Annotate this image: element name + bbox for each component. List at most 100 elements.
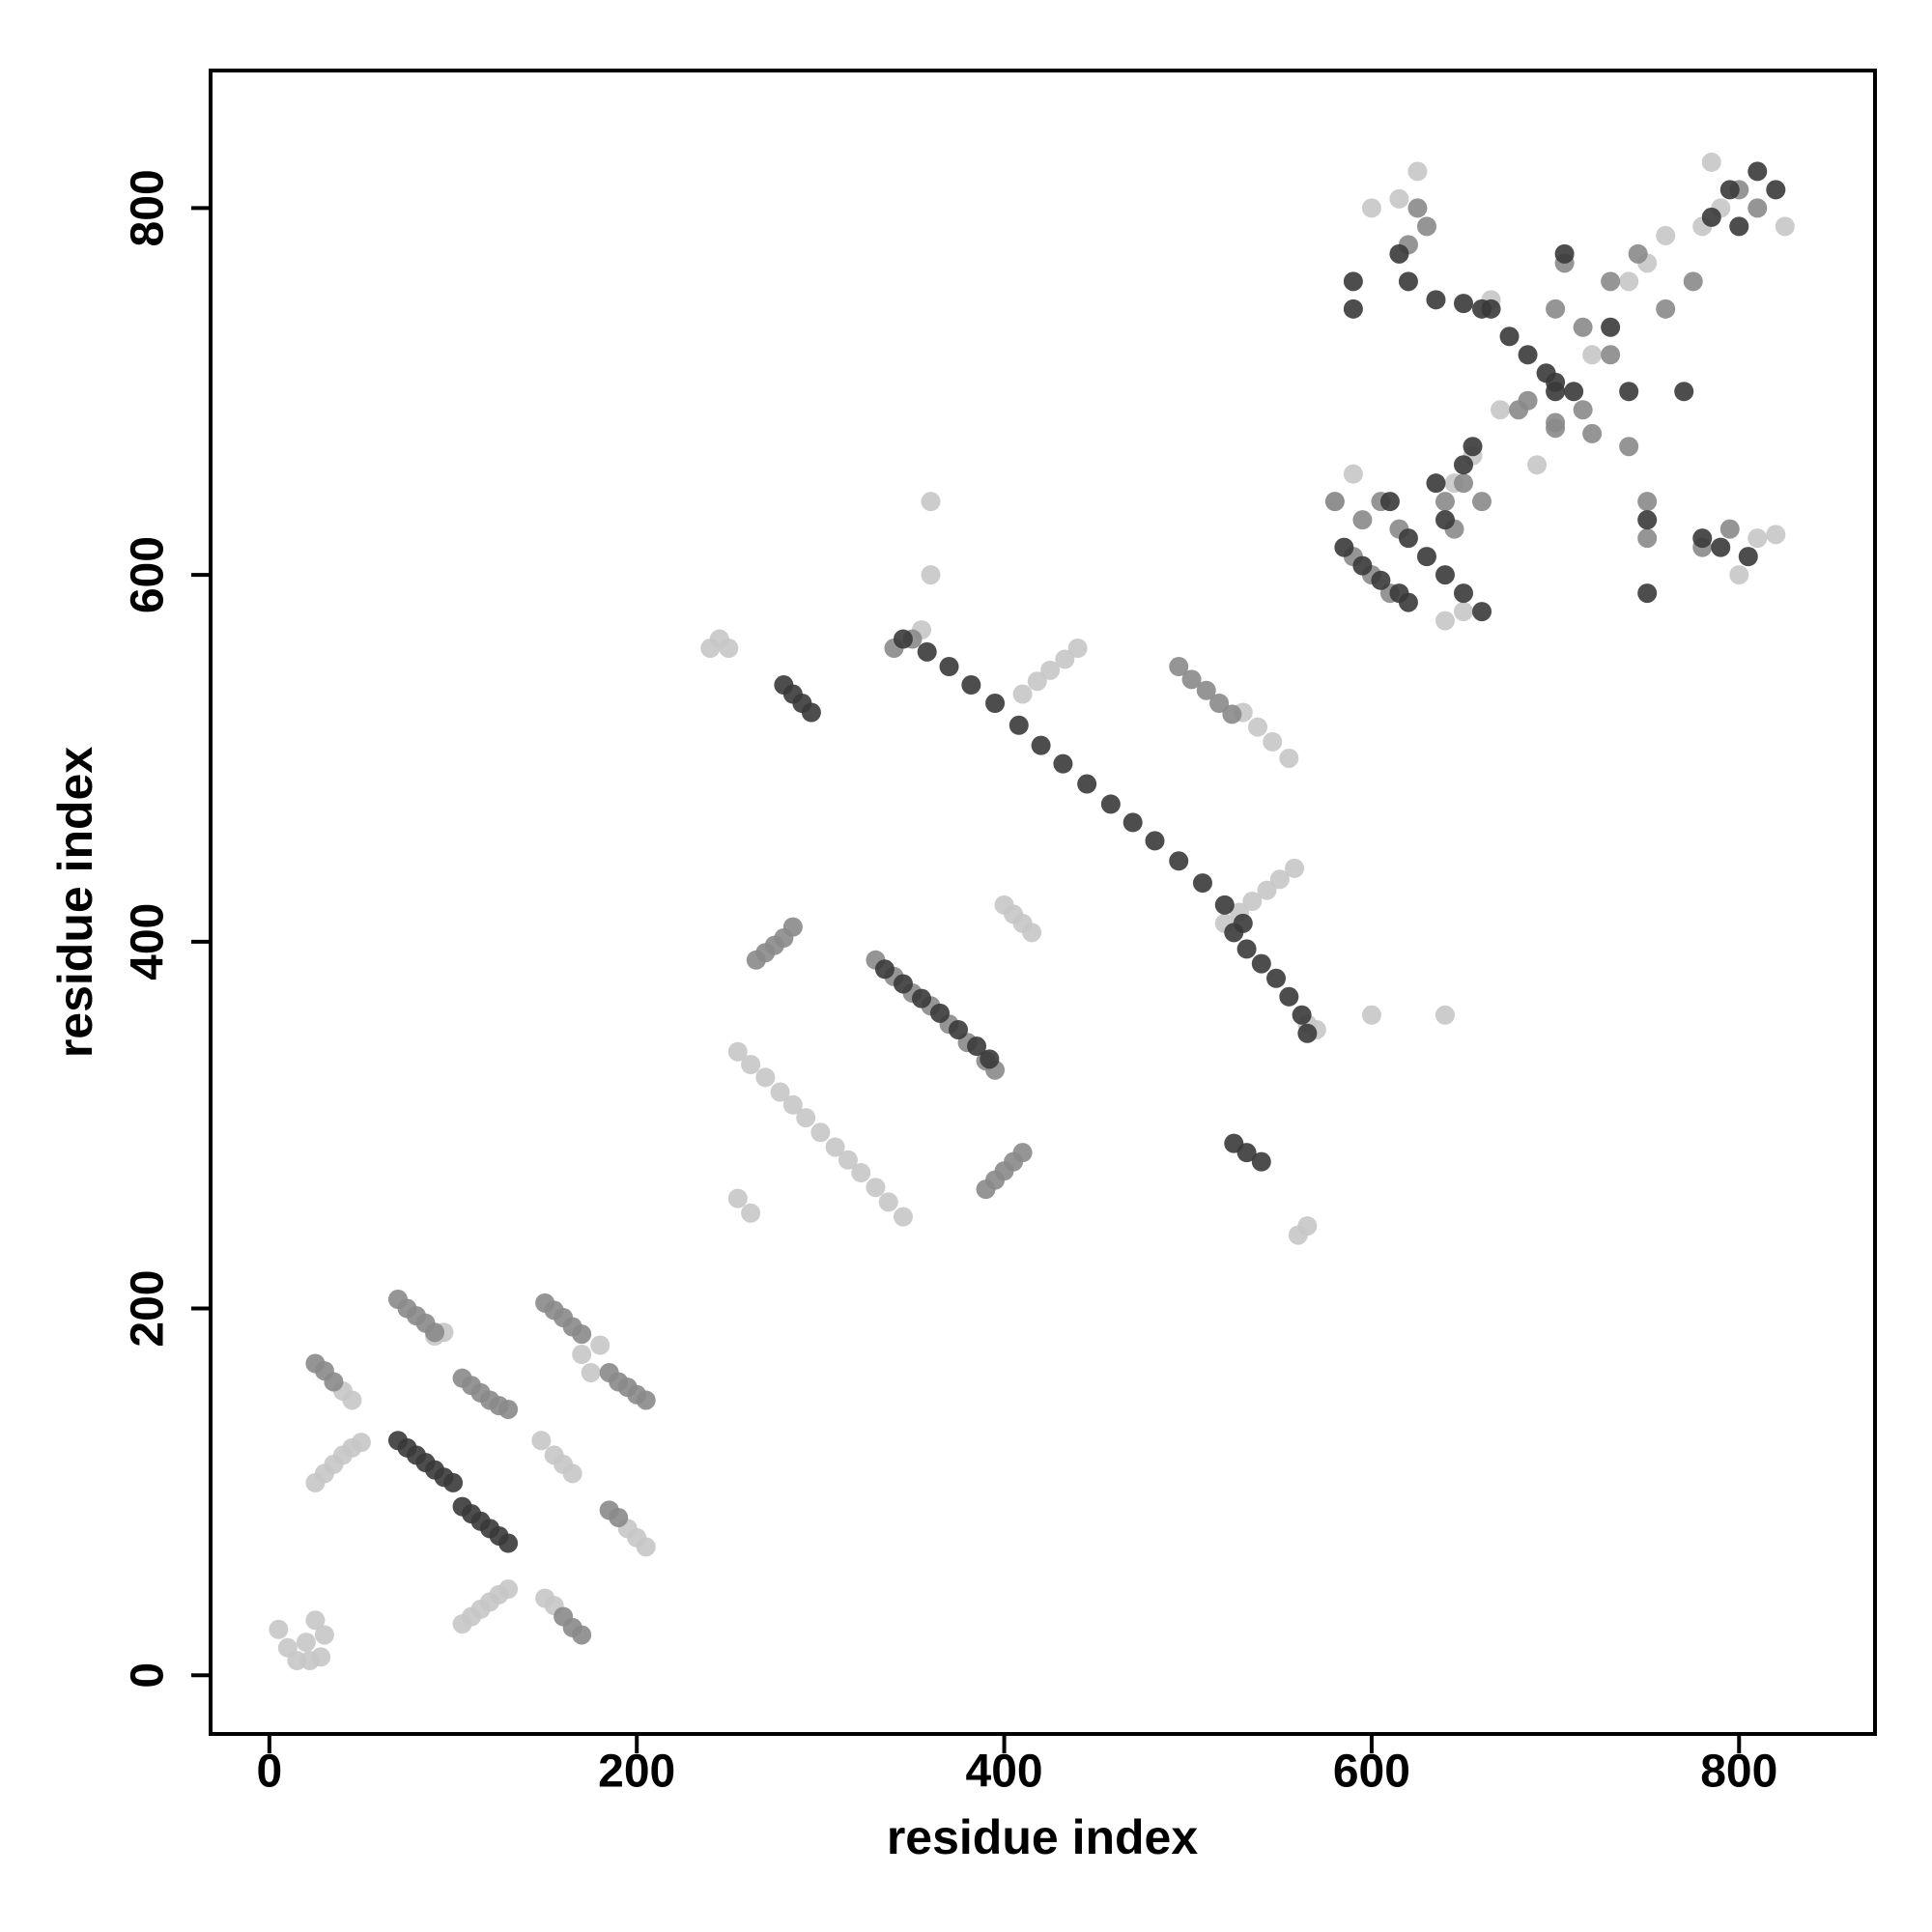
point xyxy=(1343,271,1363,292)
point xyxy=(1481,298,1501,319)
point xyxy=(1416,216,1436,237)
point xyxy=(1169,657,1189,677)
point xyxy=(1674,382,1694,402)
point xyxy=(1214,895,1235,915)
point xyxy=(1472,602,1492,622)
point xyxy=(921,565,941,585)
point xyxy=(1573,317,1593,337)
point xyxy=(1389,243,1409,264)
point xyxy=(719,639,739,659)
point xyxy=(1701,152,1721,172)
point xyxy=(1398,271,1418,292)
point xyxy=(980,1049,1000,1069)
point xyxy=(1407,161,1428,182)
point xyxy=(1055,649,1075,669)
point xyxy=(1324,492,1345,512)
point xyxy=(1729,216,1749,237)
point xyxy=(1297,1216,1318,1236)
point xyxy=(1192,873,1212,894)
point xyxy=(1209,694,1230,714)
point xyxy=(782,1094,803,1115)
point xyxy=(1554,243,1575,264)
point xyxy=(1747,161,1768,182)
point xyxy=(1499,327,1520,347)
plot-frame xyxy=(209,69,1877,1736)
x-tick-label: 800 xyxy=(1700,1747,1777,1798)
point xyxy=(1022,923,1042,943)
point xyxy=(1601,345,1621,365)
point xyxy=(866,1178,886,1198)
point xyxy=(636,1390,656,1410)
point xyxy=(770,1082,790,1102)
point xyxy=(1546,298,1566,319)
point xyxy=(1711,537,1731,557)
point xyxy=(1546,412,1566,433)
x-tick-label: 0 xyxy=(257,1747,283,1798)
point xyxy=(961,675,981,696)
point xyxy=(269,1619,289,1639)
point xyxy=(1454,455,1474,475)
point xyxy=(851,1163,871,1183)
point xyxy=(1637,492,1658,512)
point xyxy=(1463,437,1483,457)
point xyxy=(1343,464,1363,484)
point xyxy=(1285,858,1305,878)
point xyxy=(443,1472,464,1492)
point xyxy=(911,988,931,1009)
y-tick-label: 400 xyxy=(123,903,174,980)
point xyxy=(1601,317,1621,337)
point xyxy=(1361,198,1381,218)
point xyxy=(1279,986,1299,1007)
point xyxy=(1122,812,1143,833)
point xyxy=(590,1335,611,1355)
y-tick-label: 800 xyxy=(123,169,174,246)
point xyxy=(1601,271,1621,292)
point xyxy=(1435,611,1455,631)
point xyxy=(498,1579,519,1600)
point xyxy=(1416,547,1436,567)
point xyxy=(1435,1005,1455,1025)
point xyxy=(1361,1005,1381,1025)
point xyxy=(572,1324,592,1345)
point xyxy=(1766,180,1786,200)
point xyxy=(1040,660,1061,680)
x-tick-label: 600 xyxy=(1333,1747,1410,1798)
point xyxy=(1454,294,1474,314)
point xyxy=(727,1188,748,1208)
point xyxy=(796,1108,816,1128)
point xyxy=(1435,492,1455,512)
x-tick-label: 200 xyxy=(598,1747,675,1798)
point xyxy=(1628,243,1648,264)
point xyxy=(1031,735,1051,755)
point xyxy=(1747,198,1768,218)
point xyxy=(1435,565,1455,585)
point xyxy=(1738,547,1758,567)
point xyxy=(1352,510,1373,530)
point xyxy=(1637,583,1658,604)
point xyxy=(878,1192,898,1212)
point xyxy=(930,1003,951,1023)
point xyxy=(1564,382,1584,402)
point xyxy=(1236,939,1257,959)
point xyxy=(1027,671,1047,692)
point xyxy=(1269,869,1290,890)
point xyxy=(562,1463,582,1484)
x-tick-label: 400 xyxy=(966,1747,1043,1798)
point xyxy=(939,657,959,677)
point xyxy=(893,974,913,994)
point xyxy=(609,1507,629,1527)
point xyxy=(1518,345,1538,365)
point xyxy=(1426,473,1446,494)
point xyxy=(917,641,937,662)
point xyxy=(1292,1005,1312,1025)
point xyxy=(1701,207,1721,227)
point xyxy=(921,492,941,512)
point xyxy=(893,1207,913,1227)
point xyxy=(581,1362,601,1382)
point xyxy=(1582,345,1603,365)
point xyxy=(1053,753,1073,774)
x-axis-title: residue index xyxy=(887,1810,1199,1864)
point xyxy=(531,1431,552,1451)
